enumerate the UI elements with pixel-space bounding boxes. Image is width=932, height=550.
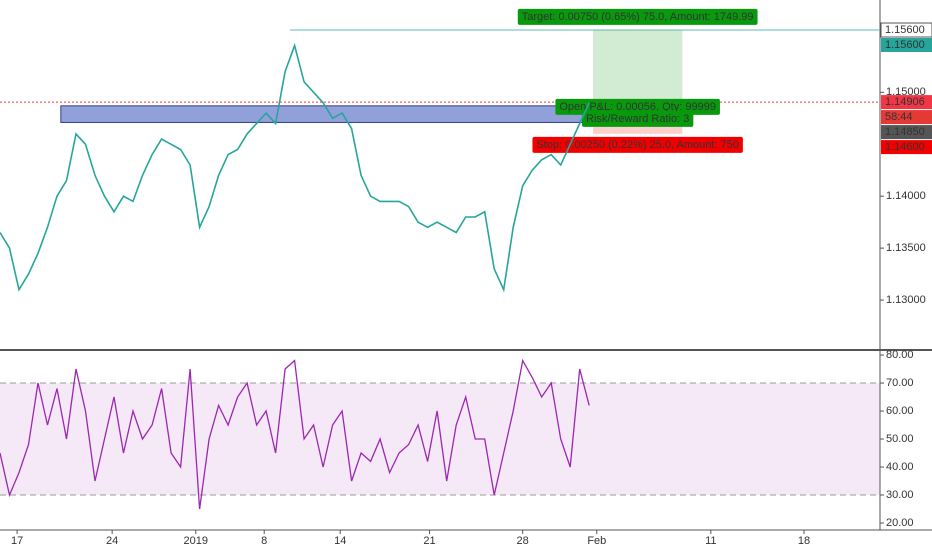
y-tick-label: 1.14000 — [886, 190, 926, 202]
x-tick-label: 8 — [261, 535, 267, 547]
price-tag: 1.14850 — [885, 126, 925, 138]
x-tick-label: 2019 — [184, 535, 208, 547]
y-tick-label: 50.00 — [886, 433, 914, 445]
price-tag-bg — [881, 125, 932, 140]
y-tick-label: 1.13500 — [886, 242, 926, 254]
price-tag: 1.14600 — [885, 141, 925, 153]
profit-zone — [593, 30, 683, 103]
target-label-bg — [517, 8, 758, 25]
x-tick-label: 28 — [517, 535, 529, 547]
price-tag-bg — [880, 22, 932, 38]
target-label: Target: 0.00750 (0.65%) 75.0, Amount: 17… — [522, 11, 754, 23]
price-tag: 1.15600 — [885, 24, 925, 36]
y-tick-label: 1.13000 — [886, 294, 926, 306]
y-tick-label: 70.00 — [886, 377, 914, 389]
ratio-label: Risk/Reward Ratio: 3 — [586, 113, 689, 125]
y-tick-label: 40.00 — [886, 461, 914, 473]
x-tick-label: 17 — [11, 535, 23, 547]
price-tag: 1.14906 — [885, 96, 925, 108]
x-tick-label: 24 — [106, 535, 118, 547]
rsi-line — [0, 358, 590, 510]
y-tick-label: 20.00 — [886, 517, 914, 529]
x-tick-label: 21 — [423, 535, 435, 547]
stop-label: Stop: 0.00250 (0.22%) 25.0, Amount: 750 — [536, 139, 738, 151]
x-tick-label: 14 — [334, 535, 346, 547]
support-zone — [60, 105, 590, 123]
price-tag: 1.15600 — [885, 39, 925, 51]
ratio-label-bg — [582, 110, 694, 127]
x-tick-label: 18 — [798, 535, 810, 547]
price-tag-bg — [881, 110, 932, 125]
y-tick-label: 60.00 — [886, 405, 914, 417]
x-tick-label: Feb — [587, 535, 606, 547]
x-tick-label: 11 — [705, 535, 716, 547]
price-tag-bg — [881, 95, 932, 110]
price-tag-bg — [881, 38, 932, 53]
price-tag: 58:44 — [885, 111, 913, 123]
price-tag-bg — [881, 140, 932, 155]
y-tick-label: 80.00 — [886, 349, 914, 361]
pnl-label: Open P&L: 0.00056, Qty: 99999 — [559, 101, 716, 113]
stop-label-bg — [532, 136, 743, 153]
rsi-band — [0, 383, 880, 496]
price-line — [0, 42, 590, 293]
y-tick-label: 30.00 — [886, 489, 914, 501]
